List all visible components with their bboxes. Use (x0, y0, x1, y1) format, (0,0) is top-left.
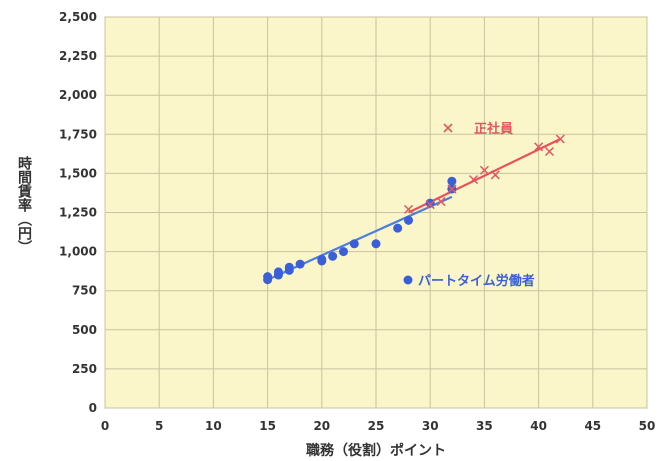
legend-sei-shain: 正社員 (443, 121, 513, 137)
x-axis-ticks: 0 5 10 15 20 25 30 35 40 45 50 (101, 419, 656, 433)
x-axis-title: 職務（役割）ポイント (306, 442, 446, 459)
data-point-circle (263, 272, 273, 282)
data-point-circle (284, 262, 294, 272)
data-point-circle (295, 259, 305, 269)
y-tick-label: 750 (72, 284, 97, 298)
y-tick-label: 2,250 (59, 49, 97, 63)
x-tick-label: 50 (639, 419, 656, 433)
y-tick-label: 500 (72, 323, 97, 337)
data-point-x (544, 146, 554, 157)
y-tick-label: 2,000 (59, 88, 97, 102)
trend-line-1 (408, 138, 561, 214)
data-point-x (534, 142, 544, 152)
data-point-x (490, 170, 500, 180)
x-tick-label: 20 (313, 419, 330, 433)
data-point-circle (447, 176, 457, 186)
y-axis-title: 時間賃率（円） (16, 155, 33, 254)
legend-x-marker (443, 123, 453, 133)
data-point-circle (338, 247, 348, 257)
data-point-circle (393, 223, 403, 233)
data-point-circle (404, 215, 414, 225)
y-tick-label: 250 (72, 362, 97, 376)
data-point-x (436, 197, 446, 207)
y-axis-ticks: 0 250 500 750 1,000 1,250 1,500 1,750 2,000 2,250… (59, 10, 97, 415)
data-point-x (469, 175, 479, 185)
data-point-circle (371, 239, 381, 249)
y-tick-label: 0 (89, 401, 97, 415)
grid-lines (104, 16, 648, 409)
legend-dot-marker (403, 275, 413, 285)
data-point-circle (425, 198, 435, 208)
data-point-circle (328, 251, 338, 261)
data-point-circle (273, 267, 283, 277)
x-tick-label: 30 (422, 419, 439, 433)
legend-label-sei-shain: 正社員 (474, 121, 513, 137)
y-tick-label: 1,000 (59, 245, 97, 259)
x-tick-label: 45 (584, 419, 601, 433)
x-tick-label: 25 (368, 419, 385, 433)
data-point-x (403, 204, 414, 214)
y-tick-label: 1,750 (59, 127, 97, 141)
y-tick-label: 2,500 (59, 10, 97, 24)
y-tick-label: 1,500 (59, 166, 97, 180)
data-point-circle (349, 239, 359, 249)
y-tick-label: 1,250 (59, 206, 97, 220)
data-point-circle (317, 254, 327, 264)
x-tick-label: 15 (259, 419, 276, 433)
data-point-x (425, 200, 435, 210)
x-tick-label: 40 (530, 419, 547, 433)
legend-label-part-time: パートタイム労働者 (418, 273, 535, 289)
data-point-x (479, 165, 489, 175)
x-tick-label: 10 (205, 419, 222, 433)
data-points (263, 134, 565, 285)
x-tick-label: 5 (155, 419, 163, 433)
legend-part-time: パートタイム労働者 (403, 273, 535, 289)
data-point-x (555, 134, 565, 144)
x-tick-label: 0 (101, 419, 109, 433)
data-point-x (447, 184, 457, 194)
y-axis-title-text: 時間賃率（円） (16, 155, 33, 254)
x-tick-label: 35 (476, 419, 493, 433)
